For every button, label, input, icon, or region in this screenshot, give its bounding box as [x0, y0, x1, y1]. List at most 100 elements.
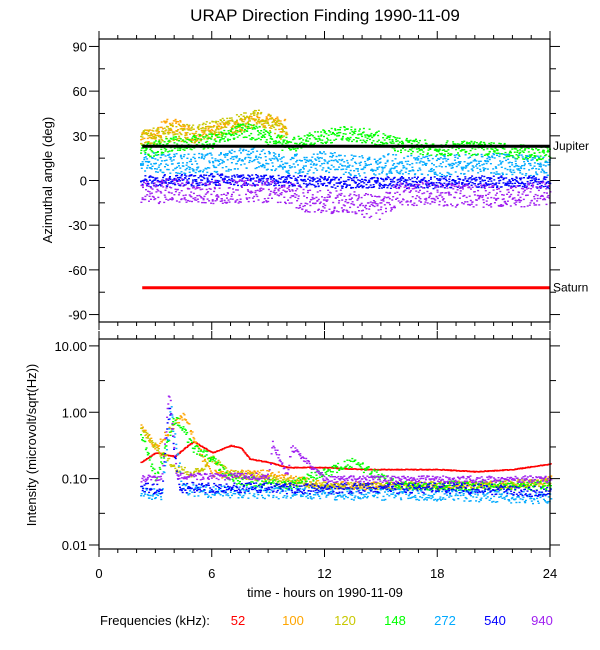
- data-point: [284, 202, 287, 205]
- data-point: [236, 136, 239, 138]
- data-point: [291, 156, 294, 159]
- data-point: [395, 198, 397, 200]
- data-point: [301, 476, 304, 478]
- data-point: [275, 157, 278, 159]
- data-point: [315, 138, 318, 140]
- data-point: [230, 152, 233, 154]
- data-point: [233, 126, 236, 128]
- data-point: [175, 178, 178, 180]
- data-point: [151, 188, 154, 190]
- data-point: [509, 154, 512, 157]
- data-point: [355, 181, 358, 184]
- data-point: [470, 140, 473, 143]
- data-point: [252, 458, 255, 461]
- data-point: [254, 110, 257, 112]
- data-point: [505, 177, 508, 179]
- data-point: [361, 178, 363, 181]
- data-point: [248, 175, 251, 177]
- data-point: [326, 137, 329, 139]
- data-point: [289, 190, 291, 192]
- data-point: [182, 194, 185, 197]
- data-point: [208, 160, 211, 162]
- data-point: [420, 201, 423, 203]
- data-point: [214, 160, 217, 162]
- data-point: [441, 192, 444, 194]
- data-point: [523, 183, 526, 185]
- data-point: [483, 187, 486, 190]
- data-point: [159, 141, 162, 143]
- data-point: [227, 123, 230, 126]
- data-point: [249, 157, 252, 159]
- data-point: [394, 468, 397, 471]
- data-point: [230, 134, 233, 137]
- data-point: [525, 156, 528, 159]
- data-point: [278, 135, 281, 137]
- data-point: [495, 199, 498, 201]
- data-point: [184, 169, 187, 171]
- data-point: [317, 180, 320, 182]
- data-point: [164, 434, 167, 436]
- data-point: [149, 167, 152, 169]
- data-point: [408, 141, 411, 143]
- data-point: [384, 177, 387, 180]
- data-point: [171, 124, 174, 126]
- data-point: [220, 126, 223, 128]
- data-point: [215, 129, 217, 131]
- data-point: [484, 185, 487, 187]
- data-point: [406, 187, 408, 190]
- data-point: [204, 123, 207, 125]
- data-point: [256, 112, 259, 114]
- data-point: [316, 480, 319, 482]
- data-point: [170, 163, 173, 165]
- data-point: [432, 183, 435, 185]
- data-point: [409, 170, 412, 172]
- data-point: [244, 136, 247, 138]
- data-point: [394, 186, 397, 188]
- data-point: [316, 153, 319, 155]
- data-point: [156, 188, 159, 191]
- data-point: [254, 184, 257, 186]
- data-point: [181, 182, 184, 184]
- data-point: [265, 118, 268, 120]
- data-point: [223, 161, 225, 163]
- data-point: [262, 188, 265, 190]
- data-point: [248, 153, 251, 156]
- data-point: [448, 178, 451, 180]
- data-point: [179, 177, 182, 179]
- data-point: [394, 166, 397, 168]
- data-point: [197, 170, 200, 173]
- data-point: [543, 150, 545, 152]
- data-point: [438, 148, 441, 150]
- data-point: [181, 129, 184, 132]
- data-point: [506, 200, 509, 202]
- data-point: [375, 212, 378, 214]
- data-point: [158, 181, 161, 183]
- data-point: [446, 175, 449, 177]
- data-point: [289, 181, 292, 184]
- data-point: [274, 132, 277, 135]
- data-point: [386, 201, 389, 204]
- data-point: [260, 120, 263, 122]
- y-tick-label: 90: [73, 39, 87, 54]
- data-point: [478, 178, 481, 180]
- data-point: [256, 158, 259, 160]
- data-point: [398, 184, 401, 186]
- data-point: [284, 166, 286, 168]
- data-point: [179, 156, 182, 158]
- data-point: [257, 180, 260, 182]
- data-point: [493, 151, 496, 153]
- data-point: [237, 184, 239, 187]
- data-point: [447, 154, 449, 157]
- data-point: [388, 136, 391, 139]
- data-point: [321, 196, 323, 198]
- data-point: [214, 469, 217, 472]
- data-point: [530, 199, 533, 202]
- data-point: [479, 180, 482, 183]
- data-point: [298, 204, 301, 207]
- data-point: [231, 149, 234, 151]
- data-point: [176, 174, 179, 177]
- data-point: [492, 184, 495, 187]
- data-point: [248, 191, 251, 193]
- data-point: [437, 186, 440, 188]
- data-point: [328, 171, 331, 174]
